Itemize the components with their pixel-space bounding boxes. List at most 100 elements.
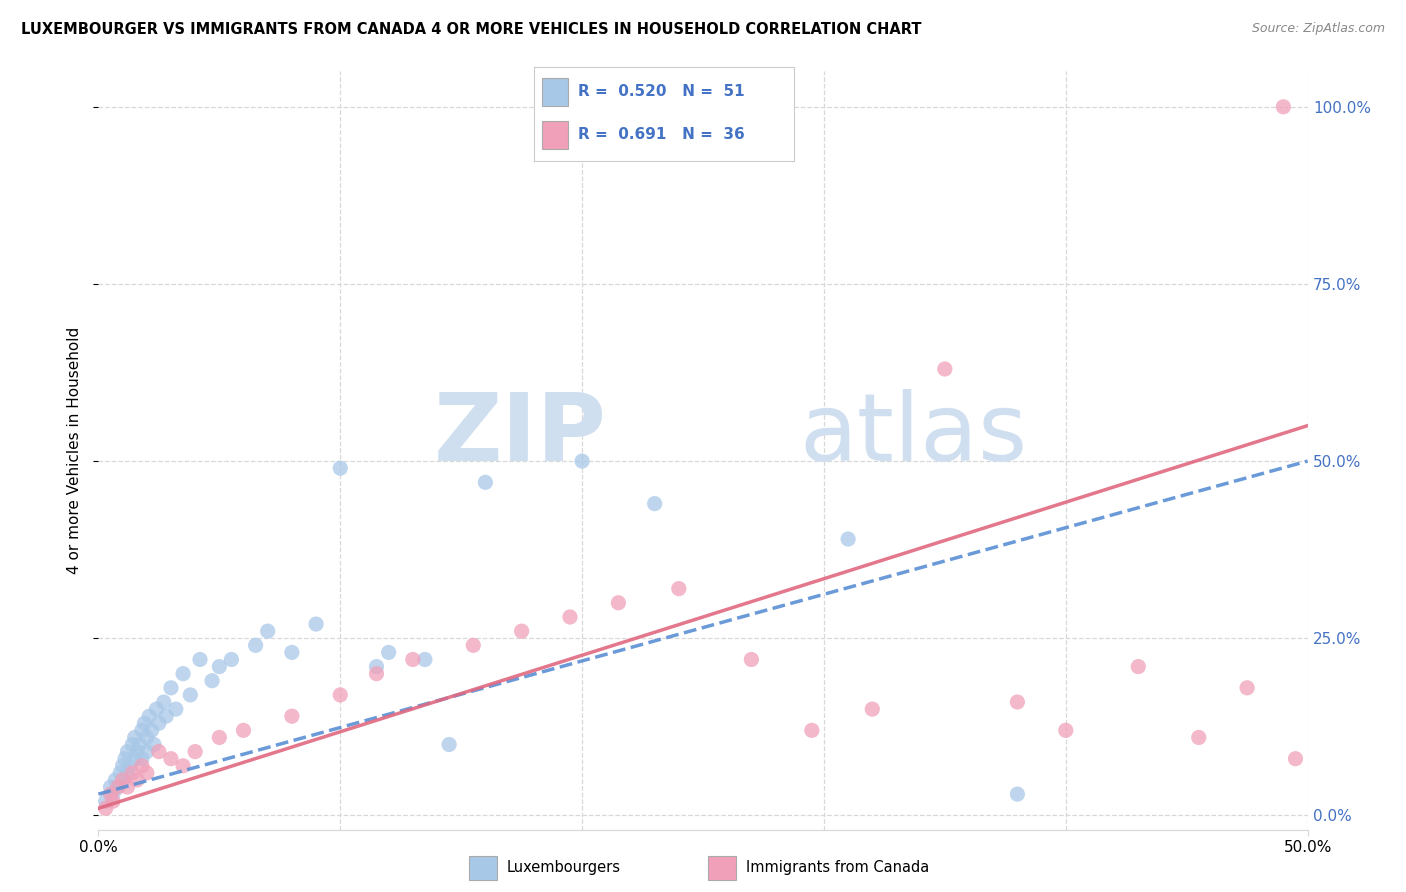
Point xyxy=(135,745,157,759)
Point xyxy=(101,794,124,808)
Point xyxy=(1272,100,1295,114)
Point xyxy=(474,475,496,490)
Point xyxy=(127,772,149,787)
Point xyxy=(117,745,139,759)
Point xyxy=(131,752,153,766)
Point xyxy=(141,723,163,738)
Point xyxy=(134,716,156,731)
Point xyxy=(402,652,425,666)
Point xyxy=(571,454,593,468)
Point xyxy=(114,752,136,766)
Point xyxy=(329,688,352,702)
Point xyxy=(101,787,124,801)
Point xyxy=(160,681,183,695)
Point xyxy=(377,645,399,659)
FancyBboxPatch shape xyxy=(543,121,568,149)
Point xyxy=(860,702,883,716)
Point xyxy=(124,752,146,766)
Point xyxy=(510,624,533,639)
Point xyxy=(143,738,166,752)
Point xyxy=(117,765,139,780)
Point xyxy=(1007,695,1029,709)
Y-axis label: 4 or more Vehicles in Household: 4 or more Vehicles in Household xyxy=(67,326,83,574)
FancyBboxPatch shape xyxy=(707,856,737,880)
Text: R =  0.691   N =  36: R = 0.691 N = 36 xyxy=(578,127,745,142)
Point xyxy=(208,659,231,673)
Point xyxy=(1007,787,1029,801)
Point xyxy=(148,716,170,731)
Point xyxy=(135,765,157,780)
Point xyxy=(281,709,304,723)
Point xyxy=(121,738,143,752)
Point xyxy=(366,659,388,673)
Point xyxy=(127,745,149,759)
Point xyxy=(117,780,139,794)
Point xyxy=(124,731,146,745)
Text: LUXEMBOURGER VS IMMIGRANTS FROM CANADA 4 OR MORE VEHICLES IN HOUSEHOLD CORRELATI: LUXEMBOURGER VS IMMIGRANTS FROM CANADA 4… xyxy=(21,22,921,37)
Point xyxy=(305,617,328,632)
Point xyxy=(94,801,117,815)
Point xyxy=(148,745,170,759)
Point xyxy=(107,780,129,794)
Point xyxy=(172,759,194,773)
Point xyxy=(188,652,211,666)
Point xyxy=(1236,681,1258,695)
FancyBboxPatch shape xyxy=(468,856,498,880)
Point xyxy=(463,638,485,652)
Point xyxy=(179,688,201,702)
Point xyxy=(740,652,762,666)
Point xyxy=(145,702,167,716)
Point xyxy=(128,738,150,752)
Point xyxy=(135,731,157,745)
Point xyxy=(668,582,690,596)
Point xyxy=(366,666,388,681)
Point xyxy=(131,723,153,738)
Point xyxy=(800,723,823,738)
Point xyxy=(111,759,134,773)
Text: Immigrants from Canada: Immigrants from Canada xyxy=(747,861,929,875)
Text: Source: ZipAtlas.com: Source: ZipAtlas.com xyxy=(1251,22,1385,36)
Point xyxy=(221,652,243,666)
Point xyxy=(104,772,127,787)
Point xyxy=(165,702,187,716)
Point xyxy=(172,666,194,681)
Point xyxy=(208,731,231,745)
Point xyxy=(256,624,278,639)
Point xyxy=(131,759,153,773)
Point xyxy=(232,723,254,738)
Point xyxy=(1054,723,1077,738)
Point xyxy=(329,461,352,475)
Point xyxy=(111,772,134,787)
Point xyxy=(245,638,267,652)
Point xyxy=(111,772,134,787)
Text: R =  0.520   N =  51: R = 0.520 N = 51 xyxy=(578,84,745,99)
Point xyxy=(107,780,129,794)
Point xyxy=(437,738,460,752)
Point xyxy=(1188,731,1211,745)
Point xyxy=(160,752,183,766)
Point xyxy=(138,709,160,723)
Point xyxy=(607,596,630,610)
Point xyxy=(837,532,859,546)
Text: Luxembourgers: Luxembourgers xyxy=(508,861,621,875)
Point xyxy=(558,610,581,624)
Point xyxy=(155,709,177,723)
Point xyxy=(94,794,117,808)
Point xyxy=(644,497,666,511)
Point xyxy=(121,765,143,780)
Point xyxy=(100,787,122,801)
Point xyxy=(118,759,141,773)
Point xyxy=(413,652,436,666)
Point xyxy=(201,673,224,688)
FancyBboxPatch shape xyxy=(543,78,568,106)
Text: atlas: atlas xyxy=(800,389,1028,482)
Point xyxy=(100,780,122,794)
Point xyxy=(281,645,304,659)
Point xyxy=(934,362,956,376)
Text: ZIP: ZIP xyxy=(433,389,606,482)
Point xyxy=(1128,659,1150,673)
Point xyxy=(184,745,207,759)
Point xyxy=(152,695,174,709)
Point xyxy=(108,765,131,780)
Point xyxy=(1284,752,1306,766)
